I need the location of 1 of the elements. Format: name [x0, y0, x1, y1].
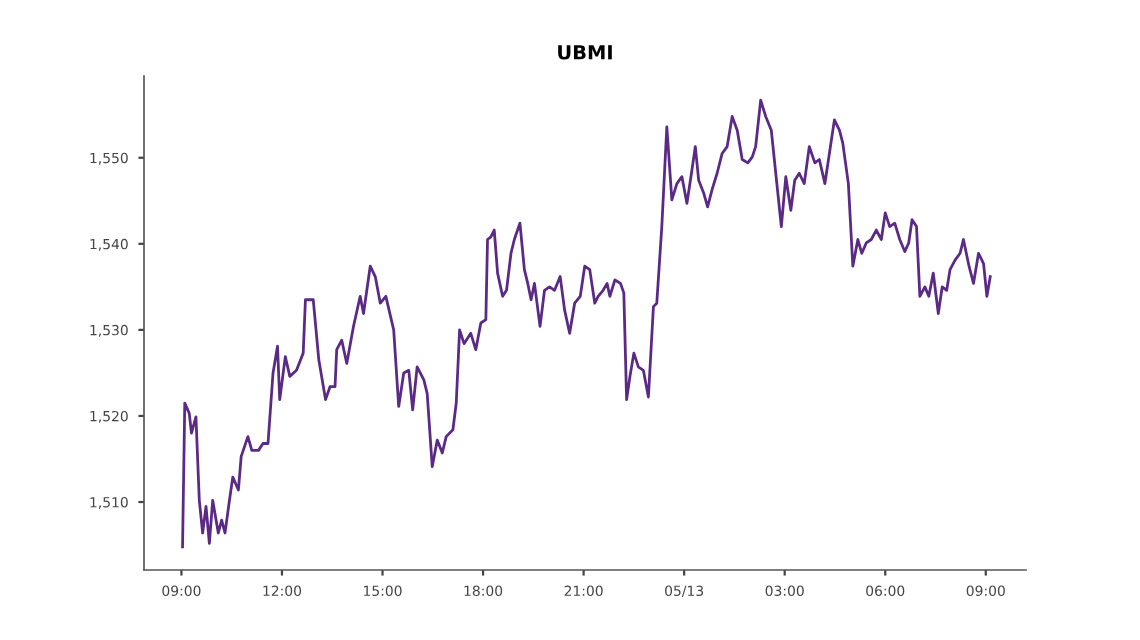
chart-title: UBMI	[558, 45, 612, 60]
